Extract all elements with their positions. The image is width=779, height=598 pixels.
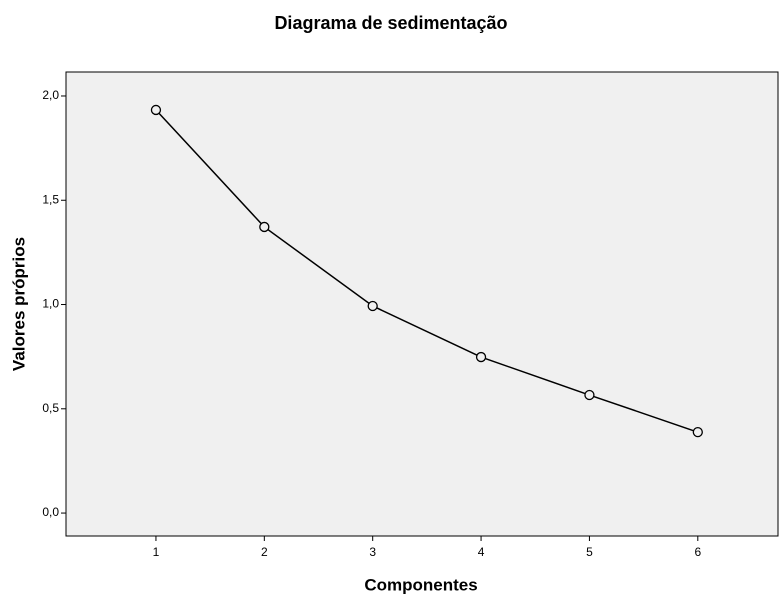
point-marker	[692, 426, 703, 438]
x-tick-label: 1	[153, 545, 160, 559]
plot-area	[65, 71, 779, 537]
point-marker	[259, 221, 270, 233]
x-tick-label: 5	[586, 545, 593, 559]
point-marker	[475, 351, 487, 363]
series-line	[155, 109, 699, 433]
point-marker	[367, 300, 378, 312]
y-tick-label: 0,5	[42, 401, 59, 415]
x-tick-label: 4	[478, 545, 485, 559]
x-tick-label: 2	[261, 545, 268, 559]
x-axis-title: Componentes	[364, 575, 477, 594]
y-tick-label: 2,0	[42, 88, 59, 102]
x-tick-label: 6	[694, 545, 701, 559]
point-marker	[584, 389, 595, 401]
point-marker	[150, 104, 162, 116]
y-axis-title: Valores próprios	[9, 237, 28, 371]
y-tick-label: 1,5	[42, 192, 59, 206]
y-tick-label: 1,0	[42, 297, 59, 311]
y-tick-label: 0,0	[42, 505, 59, 519]
chart-title: Diagrama de sedimentação	[274, 13, 507, 33]
x-tick-label: 3	[369, 545, 376, 559]
